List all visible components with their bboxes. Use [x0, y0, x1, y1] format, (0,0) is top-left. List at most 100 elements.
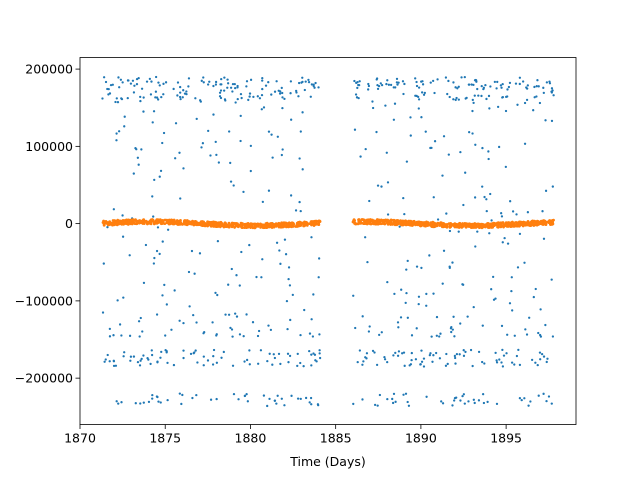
- blue-point: [200, 79, 203, 82]
- blue-point: [394, 86, 397, 89]
- blue-point: [194, 349, 197, 352]
- blue-point: [545, 81, 549, 84]
- blue-point: [203, 331, 206, 334]
- blue-point: [118, 86, 121, 89]
- blue-point: [137, 320, 141, 323]
- blue-point: [445, 352, 448, 356]
- blue-point: [362, 360, 365, 363]
- blue-point: [544, 323, 547, 327]
- blue-point: [107, 93, 110, 96]
- blue-point: [137, 76, 140, 80]
- blue-point: [132, 172, 135, 175]
- blue-point: [404, 392, 408, 395]
- blue-point: [498, 358, 501, 361]
- x-tick-label: 1890: [405, 431, 437, 446]
- blue-point: [179, 85, 182, 89]
- blue-point: [483, 195, 486, 199]
- blue-point: [245, 393, 248, 396]
- orange-point: [366, 220, 370, 224]
- blue-point: [508, 81, 512, 85]
- blue-point: [264, 84, 268, 87]
- blue-point: [472, 83, 475, 87]
- blue-point: [526, 211, 530, 214]
- blue-point: [523, 397, 526, 400]
- blue-point: [480, 84, 483, 88]
- blue-point: [539, 308, 542, 311]
- blue-point: [239, 114, 242, 118]
- orange-point: [112, 219, 116, 223]
- blue-point: [488, 232, 491, 235]
- blue-point: [490, 288, 493, 291]
- orange-point: [261, 226, 265, 229]
- blue-point: [421, 83, 425, 86]
- blue-point: [158, 84, 161, 87]
- blue-point: [307, 78, 310, 82]
- blue-point: [545, 360, 548, 364]
- blue-point: [356, 86, 359, 90]
- blue-point: [504, 165, 507, 169]
- blue-point: [122, 355, 125, 358]
- blue-point: [402, 393, 405, 396]
- blue-point: [386, 181, 390, 184]
- blue-point: [101, 97, 104, 100]
- blue-point: [393, 292, 396, 296]
- blue-point: [140, 357, 143, 360]
- orange-point: [206, 220, 209, 224]
- blue-point: [286, 327, 289, 331]
- blue-point: [318, 352, 321, 355]
- blue-point: [248, 349, 251, 352]
- blue-point: [229, 86, 233, 89]
- blue-point: [406, 259, 409, 263]
- blue-point: [296, 397, 300, 400]
- orange-point: [206, 224, 209, 228]
- blue-point: [468, 131, 471, 134]
- blue-point: [441, 174, 444, 177]
- blue-point: [466, 315, 469, 318]
- blue-point: [361, 315, 364, 318]
- blue-point: [515, 213, 518, 216]
- orange-point: [398, 222, 401, 225]
- blue-point: [182, 89, 185, 92]
- orange-point: [309, 222, 313, 226]
- blue-point: [459, 150, 462, 154]
- orange-point: [479, 222, 483, 226]
- blue-point: [239, 139, 242, 143]
- blue-point: [287, 361, 290, 364]
- orange-point: [110, 221, 114, 225]
- blue-point: [421, 80, 424, 83]
- orange-point: [449, 223, 453, 227]
- blue-point: [162, 93, 165, 96]
- blue-point: [248, 92, 252, 95]
- blue-point: [377, 85, 381, 88]
- blue-point: [400, 288, 403, 291]
- blue-point: [162, 82, 165, 85]
- blue-point: [116, 299, 119, 302]
- orange-point: [102, 223, 106, 227]
- orange-point: [445, 225, 449, 229]
- orange-point: [477, 222, 480, 226]
- blue-point: [156, 98, 160, 101]
- blue-point: [353, 128, 357, 131]
- blue-point: [261, 258, 264, 261]
- blue-point: [487, 150, 490, 153]
- blue-point: [453, 399, 456, 402]
- x-tick-label: 1870: [64, 431, 96, 446]
- blue-point: [500, 361, 503, 364]
- blue-point: [403, 82, 406, 86]
- blue-point: [405, 291, 408, 295]
- blue-point: [108, 335, 112, 338]
- orange-point: [114, 222, 117, 226]
- blue-point: [495, 87, 498, 90]
- blue-point: [117, 402, 120, 405]
- blue-point: [417, 302, 420, 306]
- orange-point: [354, 222, 358, 226]
- orange-point: [525, 221, 529, 225]
- blue-point: [179, 197, 182, 200]
- blue-point: [438, 335, 441, 338]
- blue-point: [248, 243, 251, 247]
- blue-point: [312, 352, 315, 355]
- orange-point: [382, 218, 385, 222]
- blue-point: [451, 261, 454, 264]
- blue-point: [252, 95, 255, 99]
- blue-point: [178, 95, 182, 99]
